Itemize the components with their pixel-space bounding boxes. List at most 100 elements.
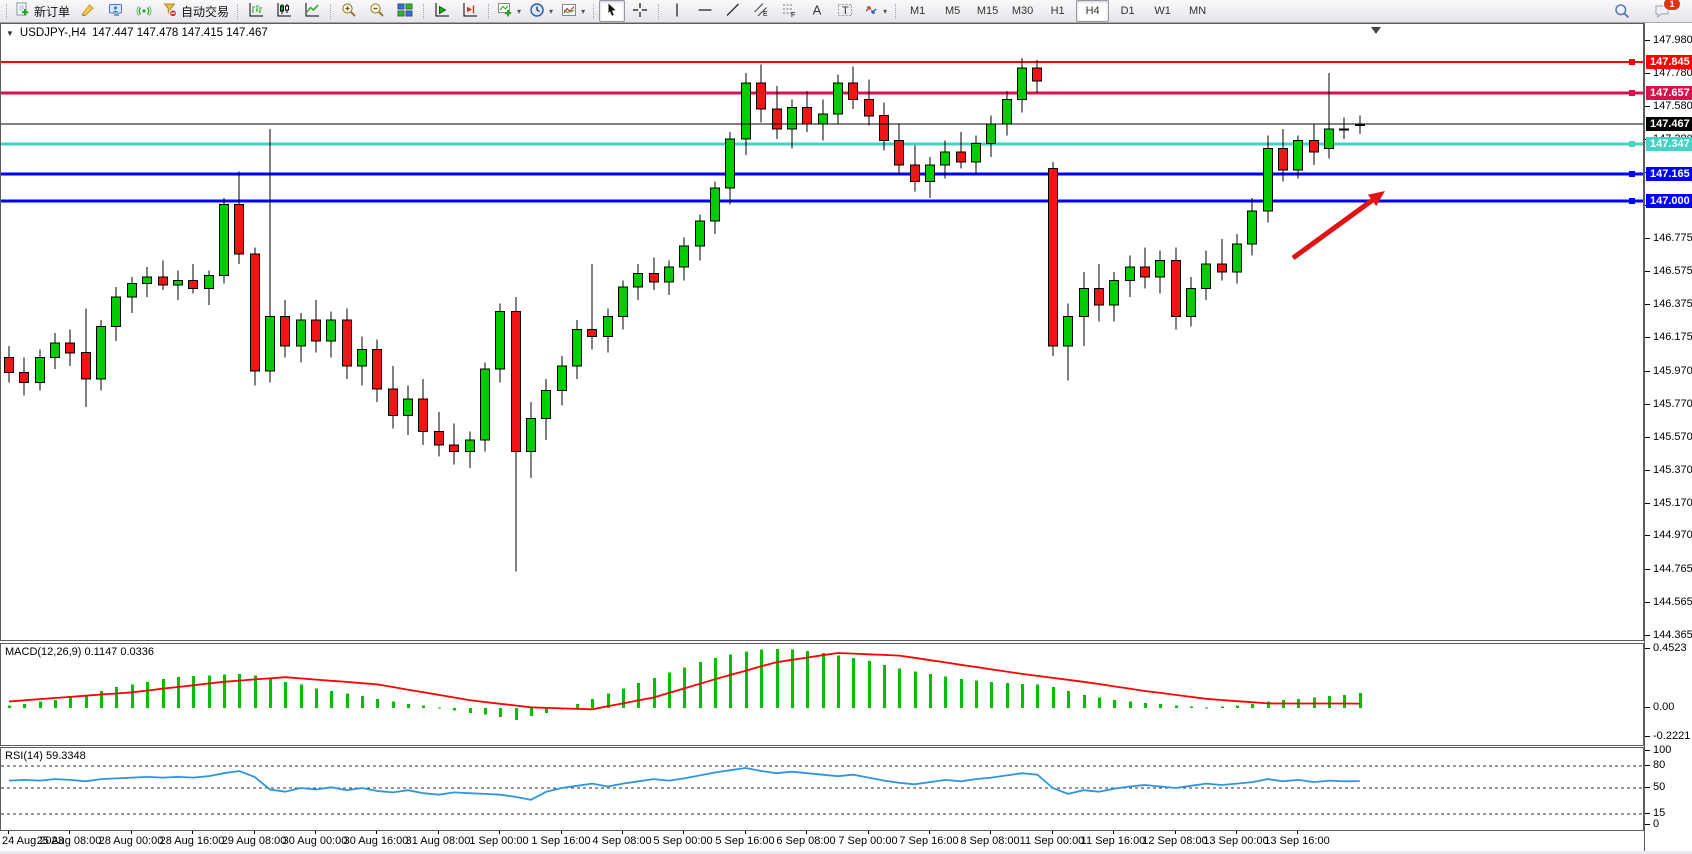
- templates-button[interactable]: ▾: [558, 0, 588, 22]
- time-axis-tick: [254, 831, 255, 834]
- rsi-label: RSI(14) 59.3348: [5, 750, 86, 762]
- candle: [910, 145, 920, 192]
- community-button[interactable]: [103, 0, 129, 22]
- signals-button[interactable]: [131, 0, 157, 22]
- trendline-button[interactable]: [720, 0, 746, 22]
- time-axis-tick: [192, 831, 193, 834]
- chart-shift-button[interactable]: [457, 0, 483, 22]
- candle: [296, 313, 306, 363]
- tf-d1-button[interactable]: D1: [1111, 0, 1144, 22]
- search-button[interactable]: [1609, 0, 1635, 22]
- candle: [1263, 135, 1273, 223]
- line-handle[interactable]: [1629, 171, 1635, 177]
- arrows-button[interactable]: ▾: [860, 0, 890, 22]
- time-axis[interactable]: 24 Aug 2023 25 Aug 08:00 28 Aug 00:00 28 Au…: [0, 831, 1644, 851]
- candle: [1140, 247, 1150, 289]
- time-axis-tick: [622, 831, 623, 834]
- one-click-trading-toggle[interactable]: ▼: [6, 28, 14, 38]
- trend-arrow-annotation[interactable]: [1291, 191, 1385, 261]
- macd-histogram-bar: [499, 708, 502, 718]
- toolbar: 新订单 自动交易 ▾ ▾ ▾ E F A T ▾ M1 M5 M15 M30 H1 H4 D1 W1 MN 1: [0, 0, 1692, 23]
- candle: [710, 181, 720, 235]
- macd-label: MACD(12,26,9) 0.1147 0.0336: [5, 646, 154, 658]
- autotrading-button[interactable]: 自动交易: [159, 0, 232, 22]
- rsi-axis-tick: 15: [1645, 807, 1665, 820]
- candle: [1201, 250, 1211, 301]
- rsi-axis-tick: 100: [1645, 744, 1671, 757]
- tf-w1-button[interactable]: W1: [1146, 0, 1179, 22]
- candle: [879, 102, 889, 151]
- rsi-canvas[interactable]: [1, 748, 1643, 830]
- tf-m15-button[interactable]: M15: [971, 0, 1004, 22]
- line-handle[interactable]: [1629, 90, 1635, 96]
- candle: [81, 308, 91, 408]
- macd-histogram-bar: [1036, 684, 1039, 708]
- line-chart-button[interactable]: [299, 0, 325, 22]
- time-axis-tick: [131, 831, 132, 834]
- auto-scroll-button[interactable]: [429, 0, 455, 22]
- styler-button[interactable]: [75, 0, 101, 22]
- macd-canvas[interactable]: [1, 644, 1643, 745]
- candle: [372, 339, 382, 403]
- vertical-line-button[interactable]: [664, 0, 690, 22]
- price-axis-tick: 144.365: [1645, 629, 1692, 642]
- text-label-button[interactable]: T: [832, 0, 858, 22]
- search-icon: [1615, 4, 1630, 19]
- insert-group: ▾ ▾ ▾: [493, 0, 589, 22]
- new-order-button[interactable]: 新订单: [12, 0, 73, 22]
- new-order-button-label: 新订单: [34, 4, 71, 19]
- price-axis[interactable]: 147.980147.780147.580147.380147.180146.9…: [1644, 23, 1692, 851]
- tf-h4-button[interactable]: H4: [1076, 0, 1110, 22]
- objects-group: E F A T ▾: [663, 0, 891, 22]
- price-chart-canvas[interactable]: [1, 24, 1643, 640]
- tf-m1-button[interactable]: M1: [901, 0, 934, 22]
- candle: [19, 357, 29, 396]
- tf-h4-button-label: H4: [1085, 5, 1100, 17]
- time-axis-tick: [745, 831, 746, 834]
- candle: [465, 431, 475, 468]
- time-axis-tick: [438, 831, 439, 834]
- macd-histogram-bar: [1144, 702, 1147, 708]
- tf-m5-button[interactable]: M5: [936, 0, 969, 22]
- bar-chart-button[interactable]: [243, 0, 269, 22]
- time-axis-tick: [1297, 831, 1298, 834]
- hline-price-label: 147.000: [1646, 194, 1692, 208]
- candle: [572, 319, 582, 380]
- zoom-out-button[interactable]: [364, 0, 390, 22]
- tf-mn-button-label: MN: [1189, 5, 1207, 17]
- periods-button[interactable]: ▾: [526, 0, 556, 22]
- zoom-in-button[interactable]: [336, 0, 362, 22]
- fibonacci-button[interactable]: F: [776, 0, 802, 22]
- cursor-button[interactable]: [599, 0, 626, 22]
- newchart-icon: [497, 2, 513, 21]
- equidistant-channel-button[interactable]: E: [748, 0, 774, 22]
- tf-h1-button[interactable]: H1: [1041, 0, 1074, 22]
- chart-shift-marker-icon[interactable]: [1371, 27, 1381, 34]
- candle: [557, 356, 567, 406]
- candle: [480, 362, 490, 452]
- chart-title: ▼ USDJPY-,H4 147.447 147.478 147.415 147…: [6, 27, 268, 39]
- price-axis-tick: 147.780: [1645, 67, 1692, 80]
- crosshair-button[interactable]: [627, 0, 653, 22]
- scroll-group: [428, 0, 484, 22]
- horizontal-line-button[interactable]: [692, 0, 718, 22]
- tile-windows-button[interactable]: [392, 0, 418, 22]
- line-handle[interactable]: [1629, 59, 1635, 65]
- new-chart-button[interactable]: ▾: [494, 0, 524, 22]
- candle: [1309, 123, 1319, 166]
- candlestick-chart-button[interactable]: [271, 0, 297, 22]
- line-handle[interactable]: [1629, 141, 1635, 147]
- tf-m30-button[interactable]: M30: [1006, 0, 1039, 22]
- line-handle[interactable]: [1629, 198, 1635, 204]
- macd-histogram-bar: [1052, 687, 1055, 708]
- macd-histogram-bar: [914, 671, 917, 708]
- tf-mn-button[interactable]: MN: [1181, 0, 1214, 22]
- text-button[interactable]: A: [804, 0, 830, 22]
- candle: [234, 171, 244, 264]
- candle: [1324, 72, 1334, 159]
- candle: [65, 329, 75, 366]
- date-axis-label: 13 Sep 16:00: [1264, 835, 1330, 847]
- candle: [342, 308, 352, 380]
- chat-button[interactable]: 1: [1649, 0, 1681, 22]
